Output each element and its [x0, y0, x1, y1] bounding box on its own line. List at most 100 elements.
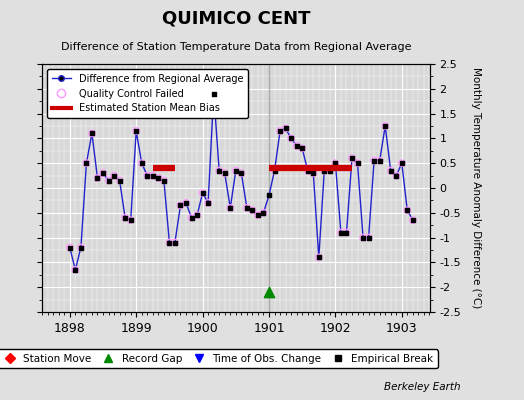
Point: [376, 158, 384, 164]
Point: [160, 177, 168, 184]
Point: [104, 177, 113, 184]
Point: [248, 207, 257, 214]
Point: [320, 168, 329, 174]
Point: [270, 168, 279, 174]
Point: [270, 168, 279, 174]
Point: [115, 177, 124, 184]
Point: [403, 207, 411, 214]
Point: [331, 160, 340, 166]
Point: [309, 170, 318, 176]
Point: [392, 172, 400, 179]
Point: [281, 125, 290, 132]
Point: [71, 267, 80, 273]
Point: [326, 168, 334, 174]
Point: [287, 135, 296, 142]
Point: [237, 170, 246, 176]
Legend: Station Move, Record Gap, Time of Obs. Change, Empirical Break: Station Move, Record Gap, Time of Obs. C…: [0, 350, 438, 368]
Point: [182, 200, 190, 206]
Point: [398, 160, 406, 166]
Point: [276, 128, 285, 134]
Point: [381, 123, 389, 129]
Point: [276, 128, 285, 134]
Point: [298, 145, 307, 152]
Point: [342, 230, 351, 236]
Point: [215, 168, 223, 174]
Point: [121, 214, 129, 221]
Point: [281, 125, 290, 132]
Point: [126, 217, 135, 224]
Point: [387, 168, 395, 174]
Point: [187, 214, 195, 221]
Point: [132, 128, 140, 134]
Point: [392, 172, 400, 179]
Point: [215, 168, 223, 174]
Point: [359, 234, 367, 241]
Point: [254, 212, 262, 218]
Point: [221, 170, 229, 176]
Point: [137, 160, 146, 166]
Point: [210, 90, 218, 97]
Point: [364, 234, 373, 241]
Point: [237, 170, 246, 176]
Text: QUIMICO CENT: QUIMICO CENT: [161, 10, 310, 28]
Point: [149, 172, 157, 179]
Point: [243, 205, 251, 211]
Point: [303, 168, 312, 174]
Point: [370, 158, 378, 164]
Point: [154, 175, 162, 181]
Point: [110, 172, 118, 179]
Point: [292, 143, 301, 149]
Point: [143, 172, 151, 179]
Point: [243, 205, 251, 211]
Point: [210, 90, 218, 97]
Point: [387, 168, 395, 174]
Point: [199, 190, 207, 196]
Point: [364, 234, 373, 241]
Point: [226, 205, 234, 211]
Point: [82, 160, 91, 166]
Point: [259, 210, 268, 216]
Point: [331, 160, 340, 166]
Point: [110, 172, 118, 179]
Point: [359, 234, 367, 241]
Point: [171, 239, 179, 246]
Point: [265, 289, 273, 295]
Point: [121, 214, 129, 221]
Point: [165, 239, 173, 246]
Point: [248, 207, 257, 214]
Point: [403, 207, 411, 214]
Point: [66, 244, 74, 251]
Point: [165, 239, 173, 246]
Point: [348, 155, 356, 162]
Point: [287, 135, 296, 142]
Point: [204, 200, 212, 206]
Point: [199, 190, 207, 196]
Point: [71, 267, 80, 273]
Point: [77, 244, 85, 251]
Point: [93, 175, 102, 181]
Point: [298, 145, 307, 152]
Point: [221, 170, 229, 176]
Point: [254, 212, 262, 218]
Point: [143, 172, 151, 179]
Point: [353, 160, 362, 166]
Point: [77, 244, 85, 251]
Point: [182, 200, 190, 206]
Point: [409, 217, 417, 224]
Point: [320, 168, 329, 174]
Point: [381, 123, 389, 129]
Point: [337, 230, 345, 236]
Point: [376, 158, 384, 164]
Point: [132, 128, 140, 134]
Point: [115, 177, 124, 184]
Point: [88, 130, 96, 137]
Point: [348, 155, 356, 162]
Point: [137, 160, 146, 166]
Point: [126, 217, 135, 224]
Point: [309, 170, 318, 176]
Point: [353, 160, 362, 166]
Point: [187, 214, 195, 221]
Point: [99, 170, 107, 176]
Y-axis label: Monthly Temperature Anomaly Difference (°C): Monthly Temperature Anomaly Difference (…: [471, 67, 481, 309]
Point: [370, 158, 378, 164]
